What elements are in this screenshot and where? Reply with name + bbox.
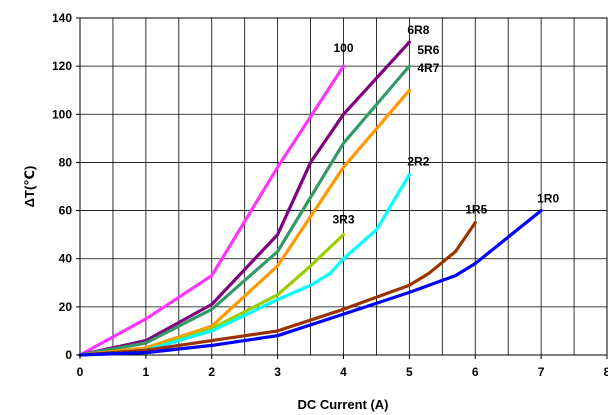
series-label-6r8: 6R8 (407, 23, 429, 37)
series-label-100: 100 (334, 41, 354, 55)
y-tick-label: 60 (59, 204, 73, 218)
y-tick-label: 100 (52, 107, 72, 121)
y-tick-label: 140 (52, 11, 72, 25)
series-label-5r6: 5R6 (417, 43, 439, 57)
y-tick-label: 80 (59, 155, 73, 169)
x-tick-label: 5 (406, 365, 413, 379)
series-label-1r0: 1R0 (537, 192, 559, 206)
y-axis-title: ΔT(℃) (22, 166, 37, 208)
y-tick-label: 20 (59, 300, 73, 314)
series-label-3r3: 3R3 (333, 213, 355, 227)
x-tick-label: 1 (143, 365, 150, 379)
series-label-1r5: 1R5 (465, 203, 487, 217)
y-tick-label: 120 (52, 59, 72, 73)
x-tick-label: 8 (604, 365, 608, 379)
series-label-2r2: 2R2 (407, 154, 429, 168)
y-tick-label: 40 (59, 252, 73, 266)
y-tick-label: 0 (65, 348, 72, 362)
x-tick-label: 3 (274, 365, 281, 379)
x-tick-label: 6 (472, 365, 479, 379)
x-axis-title: DC Current (A) (298, 397, 389, 412)
x-tick-label: 4 (340, 365, 347, 379)
series-label-4r7: 4R7 (417, 61, 439, 75)
x-tick-label: 2 (208, 365, 215, 379)
x-tick-label: 7 (538, 365, 545, 379)
x-tick-label: 0 (77, 365, 84, 379)
